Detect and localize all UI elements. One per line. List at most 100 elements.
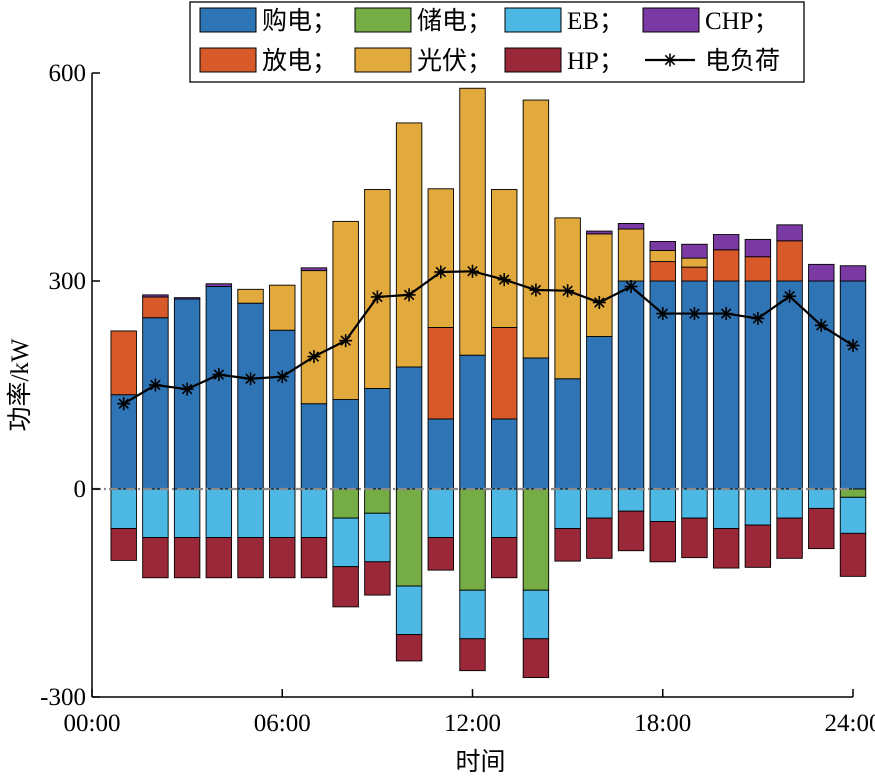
bar-segment-5-9: [395, 585, 423, 636]
bar-segment-6-21: [776, 517, 803, 559]
bar-segment-6-1: [142, 537, 169, 579]
bar-segment-5-21: [776, 488, 803, 519]
load-marker-12: [497, 273, 511, 287]
bar-segment-5-11: [459, 589, 486, 640]
bar-segment-3-15: [586, 230, 613, 235]
bar-segment-5-13: [522, 589, 550, 640]
bar-segment-0-10: [427, 418, 454, 490]
legend-swatch-0: [199, 7, 257, 33]
load-marker-16: [624, 280, 638, 294]
bar-segment-0-16: [617, 280, 645, 490]
bar-segment-2-16: [617, 228, 645, 282]
bar-segment-2-7: [332, 220, 359, 401]
bar-segment-3-23: [839, 265, 867, 282]
load-marker-22: [814, 318, 828, 332]
bar-segment-4-9: [395, 488, 423, 587]
bar-segment-4-11: [459, 488, 486, 591]
bar-segment-6-7: [332, 566, 359, 608]
bar-segment-5-19: [712, 488, 740, 529]
bars-layer: [110, 87, 867, 679]
x-axis-title: 时间: [455, 748, 505, 776]
legend: 购电； 储电； EB； CHP； 放电； 光伏； HP； 电负荷: [189, 1, 805, 83]
load-marker-18: [687, 307, 701, 321]
bar-segment-5-5: [269, 488, 296, 538]
bar-segment-6-11: [459, 638, 486, 672]
load-marker-11: [466, 264, 479, 278]
load-marker-20: [751, 311, 765, 325]
legend-swatch-1: [354, 7, 412, 33]
legend-item-0: 购电；: [199, 7, 337, 35]
load-marker-17: [656, 307, 670, 321]
bar-segment-0-4: [237, 302, 264, 490]
bar-segment-5-6: [300, 488, 328, 538]
bar-segment-5-23: [839, 496, 867, 534]
legend-item-3: CHP；: [642, 7, 779, 35]
bar-segment-6-20: [744, 524, 772, 568]
load-marker-7: [339, 334, 353, 348]
bar-segment-0-9: [395, 366, 423, 490]
load-marker-23: [846, 338, 860, 352]
bar-segment-5-0: [110, 488, 137, 529]
bar-segment-6-18: [681, 517, 708, 559]
y-tick-label-1: 0: [74, 476, 87, 503]
bar-segment-5-8: [364, 512, 391, 563]
bar-segment-5-12: [491, 488, 518, 538]
bar-segment-0-13: [522, 357, 550, 490]
x-tick-label-3: 18:00: [634, 710, 691, 737]
bar-segment-0-3: [205, 286, 233, 490]
x-tick-label-4: 24:00: [825, 710, 875, 737]
bar-segment-5-7: [332, 517, 359, 568]
bar-segment-6-12: [491, 537, 518, 579]
bar-segment-2-10: [427, 188, 454, 328]
bar-segment-6-6: [300, 537, 328, 579]
bar-segment-2-5: [269, 284, 296, 331]
bar-segment-2-17: [649, 250, 676, 263]
load-marker-10: [434, 265, 448, 279]
load-marker-4: [244, 372, 258, 386]
bar-segment-6-3: [205, 537, 233, 579]
bar-segment-6-13: [522, 638, 550, 679]
legend-box: [189, 1, 805, 83]
bar-segment-1-1: [142, 296, 169, 319]
bar-segment-0-21: [776, 280, 803, 490]
load-marker-1: [148, 378, 162, 392]
x-tick-label-0: 00:00: [64, 710, 121, 737]
bar-segment-1-18: [681, 266, 708, 282]
y-tick-label-0: -300: [40, 684, 86, 711]
bar-segment-6-5: [269, 537, 296, 579]
bar-segment-2-18: [681, 257, 708, 268]
legend-label-1: 储电；: [417, 7, 492, 35]
bar-segment-6-23: [839, 532, 867, 577]
bar-segment-5-10: [427, 488, 454, 538]
bar-segment-5-2: [173, 488, 201, 538]
bar-segment-6-8: [364, 561, 391, 596]
bar-segment-0-7: [332, 399, 359, 490]
legend-label-2: EB；: [567, 8, 624, 35]
load-marker-21: [783, 289, 797, 303]
bar-segment-0-6: [300, 403, 328, 490]
bar-segment-2-9: [395, 122, 423, 368]
bar-segment-5-20: [744, 488, 772, 526]
legend-item-5: 光伏；: [354, 47, 492, 75]
x-tick-label-2: 12:00: [444, 710, 501, 737]
bar-segment-6-4: [237, 537, 264, 579]
legend-item-2: EB；: [504, 7, 624, 35]
legend-swatch-6: [504, 47, 562, 73]
bar-segment-6-14: [554, 528, 581, 562]
bar-segment-0-5: [269, 329, 296, 490]
load-marker-9: [402, 288, 416, 302]
load-line: [123, 270, 854, 405]
bar-segment-0-14: [554, 378, 581, 490]
bar-segment-6-9: [395, 634, 423, 662]
bar-segment-6-16: [617, 510, 645, 552]
bar-segment-6-2: [173, 537, 201, 579]
bar-segment-3-21: [776, 224, 803, 242]
bar-segment-5-1: [142, 488, 169, 538]
bar-segment-2-11: [459, 87, 486, 356]
load-marker-0: [117, 397, 131, 411]
bar-segment-5-15: [586, 488, 613, 519]
axes-layer: -300 0 300 600 00:00 06:00 12:00 18:00 24:00 时间 功率…: [6, 60, 875, 776]
bar-segment-1-10: [427, 327, 454, 420]
bar-segment-1-19: [712, 249, 740, 282]
legend-label-7: 电负荷: [705, 47, 780, 75]
